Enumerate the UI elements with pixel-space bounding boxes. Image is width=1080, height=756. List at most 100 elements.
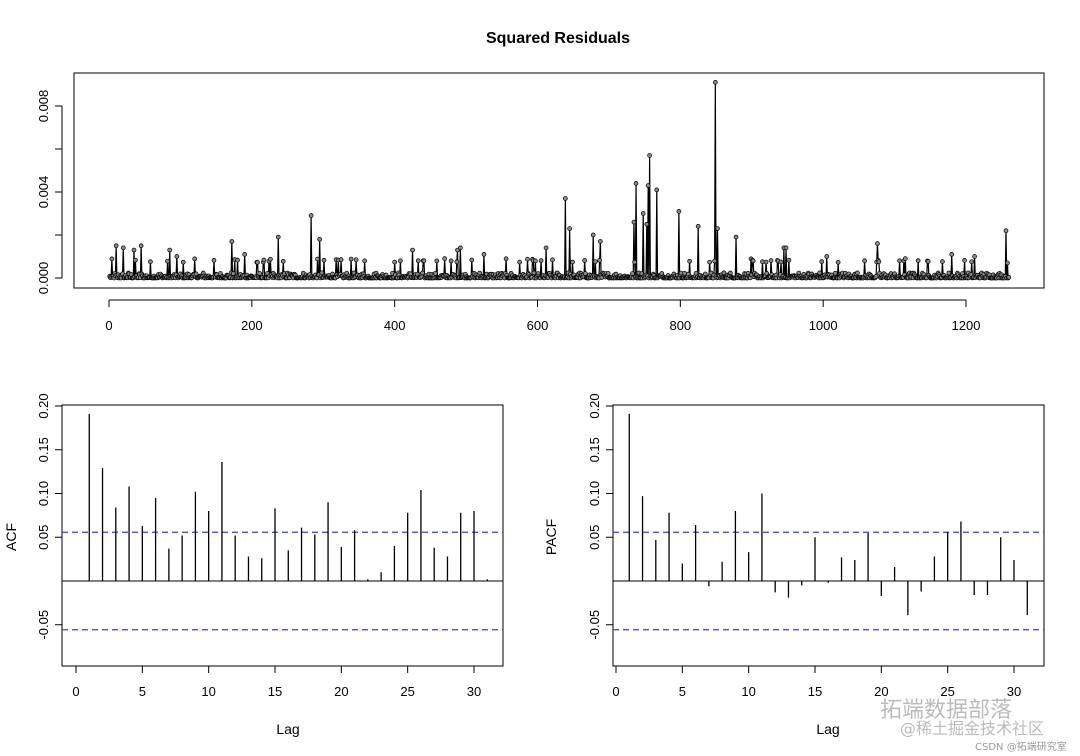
data-point (582, 258, 587, 263)
data-point (640, 211, 646, 216)
watermark-footer: CSDN @拓端研究室 (975, 742, 1067, 753)
y-tick-label: 0.10 (36, 481, 51, 506)
y-tick-label: 0.20 (36, 393, 51, 418)
data-point (654, 187, 660, 193)
data-point (448, 258, 454, 264)
data-point (410, 247, 415, 253)
data-point (915, 258, 921, 263)
acf-ylabel: ACF (3, 523, 19, 551)
data-point (192, 256, 198, 262)
x-tick-label: 0 (72, 684, 79, 699)
data-point (632, 259, 637, 265)
data-point (275, 234, 281, 240)
data-point (230, 271, 236, 276)
data-point (165, 258, 170, 264)
data-point (319, 270, 325, 276)
x-tick-label: 25 (940, 684, 954, 699)
data-point (138, 243, 144, 249)
data-point (280, 258, 286, 264)
data-point (421, 258, 427, 264)
y-tick-label: 0.10 (587, 481, 602, 506)
x-tick-label: 400 (384, 318, 406, 333)
data-point (687, 258, 692, 264)
data-point (180, 259, 186, 265)
data-point (550, 257, 555, 263)
data-point (763, 259, 769, 265)
plot-frame (73, 72, 1045, 289)
data-point (321, 257, 327, 263)
data-point (633, 181, 639, 186)
data-point (533, 258, 538, 264)
data-point (338, 257, 344, 262)
data-point (531, 270, 537, 276)
data-point (570, 259, 575, 265)
data-point (873, 274, 879, 279)
data-point (174, 254, 180, 259)
pacf-xlabel: Lag (816, 721, 839, 737)
data-point (972, 254, 977, 259)
x-tick-label: 600 (527, 318, 549, 333)
data-point (582, 271, 588, 276)
data-point (712, 79, 718, 85)
pacf-ylabel: PACF (543, 519, 559, 555)
acf-xlabel: Lag (276, 721, 299, 737)
data-point (876, 259, 882, 265)
data-point (353, 257, 359, 263)
data-point (676, 209, 682, 214)
y-tick-label: 0.05 (587, 525, 602, 550)
data-point (503, 256, 509, 262)
data-point (420, 270, 425, 276)
data-point (862, 258, 867, 264)
x-tick-label: 1200 (952, 318, 981, 333)
data-point (832, 270, 838, 276)
y-tick-label: -0.05 (36, 610, 51, 640)
data-point (1003, 228, 1009, 234)
data-point (113, 243, 119, 249)
data-point (392, 259, 398, 265)
data-point (563, 196, 568, 201)
data-point (1006, 274, 1012, 280)
data-point (597, 258, 602, 263)
data-point (940, 259, 945, 264)
data-point (525, 256, 530, 262)
data-point (261, 257, 267, 263)
data-point (148, 259, 153, 265)
y-tick-label: 0.000 (36, 262, 51, 295)
data-point (819, 259, 825, 265)
data-point (783, 245, 789, 251)
data-point (962, 258, 967, 263)
data-point (715, 226, 720, 231)
x-tick-label: 10 (201, 684, 215, 699)
data-point (133, 257, 138, 263)
data-point (235, 257, 240, 263)
y-tick-label: 0.15 (36, 437, 51, 462)
data-point (817, 270, 822, 276)
x-tick-label: 1000 (809, 318, 838, 333)
data-point (733, 234, 739, 240)
data-point (768, 258, 774, 263)
data-point (897, 258, 902, 264)
data-point (946, 270, 952, 276)
x-tick-label: 5 (139, 684, 146, 699)
data-point (308, 213, 314, 218)
data-point (211, 258, 217, 263)
data-point (902, 256, 908, 261)
data-point (434, 258, 440, 264)
data-point (631, 219, 637, 225)
data-point (268, 256, 273, 262)
data-point (824, 254, 830, 259)
squared-residuals-plot: 0 200 400 600 800 1000 1200 0.000 0.004 0.008 (36, 72, 1045, 333)
x-tick-label: 30 (1007, 684, 1021, 699)
data-point (109, 256, 115, 262)
data-point (969, 259, 975, 265)
data-point (538, 258, 544, 263)
y-tick-label: 0.05 (36, 525, 51, 550)
plot-frame (612, 404, 1045, 667)
data-point (764, 271, 770, 276)
data-point (875, 241, 880, 246)
data-point (433, 270, 438, 276)
data-point (605, 271, 611, 276)
data-point (855, 270, 860, 276)
series-line (109, 82, 1010, 281)
data-point (120, 245, 126, 251)
